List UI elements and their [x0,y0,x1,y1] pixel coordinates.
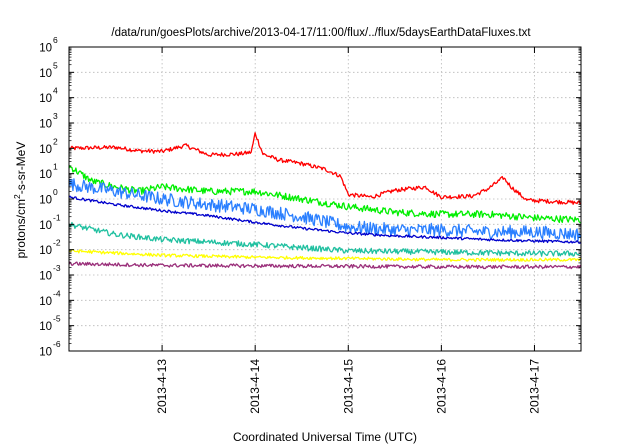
y-tick-exponent: 0 [53,187,58,197]
y-tick-exponent: -3 [53,263,61,273]
y-tick-exponent: 3 [53,111,58,121]
y-tick-exponent: -4 [53,288,61,298]
axis-ticks: 10-610-510-410-310-210-11001011021031041… [39,35,581,414]
y-tick-label: 10 [39,93,52,105]
y-axis-label: protons/cm2-s-sr-MeV [12,142,28,259]
y-tick-label: 10 [39,68,52,80]
y-tick-label: 10 [39,220,52,232]
x-axis-label: Coordinated Universal Time (UTC) [233,430,417,444]
grid [69,47,581,351]
y-tick-label: 10 [39,245,52,257]
y-tick-exponent: -2 [53,238,61,248]
y-tick-exponent: 4 [53,86,58,96]
y-tick-label: 10 [39,144,52,156]
y-tick-label: 10 [39,43,52,55]
x-tick-label: 2013-4-14 [248,359,262,414]
y-tick-exponent: 6 [53,35,58,45]
x-tick-label: 2013-4-13 [155,359,169,414]
y-tick-label: 10 [39,169,52,181]
y-tick-exponent: 1 [53,162,58,172]
series-line-4 [68,195,582,244]
x-tick-label: 2013-4-16 [434,359,448,414]
y-tick-label: 10 [39,195,52,207]
series-line-3 [68,178,582,241]
series-line-5 [68,221,582,257]
chart-title: /data/run/goesPlots/archive/2013-04-17/1… [111,27,531,39]
series-line-2 [68,165,582,224]
y-tick-exponent: 2 [53,136,58,146]
y-tick-exponent: -5 [53,314,61,324]
series-line-7 [68,261,582,270]
y-tick-label: 10 [39,119,52,131]
y-tick-exponent: -6 [53,339,61,349]
y-tick-exponent: 5 [53,60,58,70]
y-tick-label: 10 [39,347,52,359]
x-tick-label: 2013-4-15 [341,359,355,414]
series-line-1 [68,132,582,205]
y-tick-label: 10 [39,321,52,333]
y-tick-label: 10 [39,271,52,283]
series-group [68,132,582,270]
x-tick-label: 2013-4-17 [527,359,541,414]
y-tick-label: 10 [39,296,52,308]
y-tick-exponent: -1 [53,212,61,222]
series-line-6 [68,248,582,262]
